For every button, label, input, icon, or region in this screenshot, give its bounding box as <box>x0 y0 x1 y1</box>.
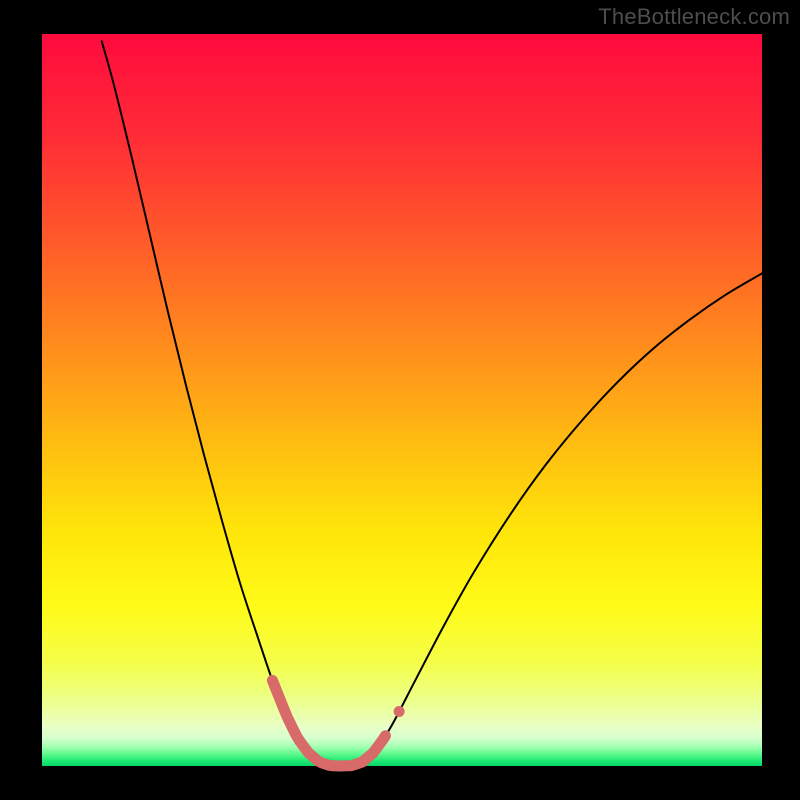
plot-area <box>42 34 762 766</box>
marker-dot <box>394 706 405 717</box>
curve-layer <box>42 34 762 766</box>
marker-segment-left <box>272 680 314 757</box>
watermark-text: TheBottleneck.com <box>598 4 790 30</box>
bottleneck-curve <box>102 41 762 766</box>
chart-stage: TheBottleneck.com <box>0 0 800 800</box>
marker-segment-flat <box>314 758 366 766</box>
marker-segment-right <box>366 736 385 759</box>
